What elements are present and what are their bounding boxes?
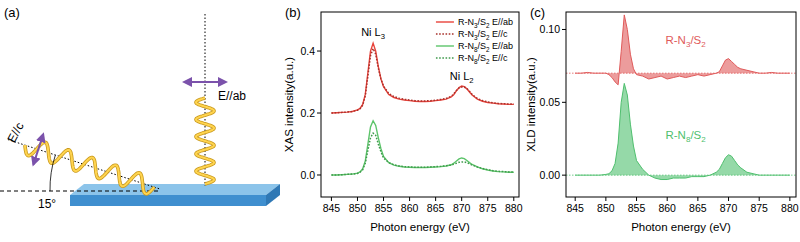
x-tick [461, 197, 462, 201]
diagram: (a) E//c 15° E//ab [0, 5, 280, 211]
substrate-front [70, 195, 266, 206]
y-tick [317, 113, 321, 114]
y-tick [562, 102, 566, 103]
x-tick-label: 855 [628, 202, 646, 214]
y-tick-label: 0.00 [540, 169, 561, 181]
x-tick [697, 197, 698, 201]
beam-ab-outline [196, 98, 214, 184]
y-axis-label: XLD intensity(a.u.) [525, 57, 537, 152]
series-line [575, 15, 790, 85]
x-tick-label: 875 [750, 202, 768, 214]
legend-label: R-N3/S2 E//ab [458, 17, 513, 29]
x-tick-label: 870 [720, 202, 738, 214]
polarization-ab [184, 81, 226, 83]
x-tick-label: 845 [323, 202, 341, 214]
y-tick [317, 174, 321, 175]
x-tick-label: 865 [689, 202, 707, 214]
figure: (a) E//c 15° E//ab 845 850 855 860 865 870 875 880 0… [0, 0, 800, 242]
panel-label: (b) [285, 5, 301, 20]
x-tick-label: 880 [505, 202, 523, 214]
x-tick [667, 197, 668, 201]
y-tick [562, 29, 566, 30]
x-tick [575, 197, 576, 201]
plot-frame [566, 12, 796, 197]
chart: 845 850 855 860 865 870 875 880 0.00 0.05 0.10 Phot… [525, 5, 799, 233]
x-tick [435, 197, 436, 201]
annotation: R-N8/S2 [665, 129, 706, 144]
x-tick-label: 845 [566, 202, 584, 214]
annotation: Ni L3 [361, 26, 385, 41]
x-axis-label: Photon energy (eV) [631, 221, 731, 233]
x-tick [605, 197, 606, 201]
x-tick [383, 197, 384, 201]
y-tick [562, 175, 566, 176]
x-tick-label: 855 [375, 202, 393, 214]
x-tick [789, 197, 790, 201]
y-tick-label: 0.05 [540, 96, 561, 108]
substrate-top [70, 184, 280, 195]
x-tick [331, 197, 332, 201]
angle-arc [50, 155, 55, 191]
polarization-c [33, 134, 43, 164]
legend-swatch [436, 21, 454, 22]
x-tick-label: 875 [479, 202, 497, 214]
panel-label: (a) [4, 5, 20, 20]
area-fill [575, 83, 790, 179]
legend-label: R-N3/S2 E//c [458, 29, 508, 41]
x-tick-label: 860 [658, 202, 676, 214]
y-tick-label: 0.4 [300, 45, 315, 57]
x-tick [487, 197, 488, 201]
beam-c-label: E//c [5, 120, 27, 145]
x-tick [357, 197, 358, 201]
surface-line [0, 191, 160, 192]
plot-frame [321, 12, 519, 197]
y-axis-label: XAS intensity(a.u.) [283, 57, 295, 152]
beam-ab [196, 98, 214, 184]
plot-area [331, 43, 513, 175]
x-tick [513, 197, 514, 201]
legend-swatch [436, 33, 454, 35]
legend-label: R-N8/S2 E//c [458, 53, 508, 65]
annotation: R-N3/S2 [665, 34, 706, 49]
legend-label: R-N8/S2 E//ab [458, 41, 513, 53]
x-tick-label: 870 [453, 202, 471, 214]
x-tick-label: 865 [427, 202, 445, 214]
series-line [331, 133, 513, 175]
y-tick [317, 51, 321, 52]
x-tick-label: 850 [349, 202, 367, 214]
x-tick [759, 197, 760, 201]
series-line [331, 121, 513, 175]
series-line [331, 49, 513, 113]
area-fill [575, 15, 790, 85]
plot-area [566, 15, 796, 180]
y-tick-label: 0.2 [300, 107, 315, 119]
beam-c [25, 142, 154, 194]
legend: R-N3/S2 E//abR-N3/S2 E//cR-N8/S2 E//abR-… [436, 17, 513, 65]
legend-swatch [436, 45, 454, 46]
y-tick-label: 0.0 [300, 169, 315, 181]
y-tick-label: 0.10 [540, 23, 561, 35]
x-axis-label: Photon energy (eV) [370, 221, 470, 233]
x-tick-label: 880 [781, 202, 799, 214]
substrate-side [266, 184, 280, 206]
x-tick-label: 850 [597, 202, 615, 214]
beam-axis-ab [205, 14, 206, 186]
series-line [331, 43, 513, 113]
annotation: Ni L2 [450, 70, 474, 85]
beam-c-outline [25, 142, 154, 194]
legend-swatch [436, 57, 454, 59]
beam-ab-label: E//ab [218, 89, 246, 103]
series-line [575, 83, 790, 179]
x-tick [636, 197, 637, 201]
x-tick [409, 197, 410, 201]
x-tick-label: 860 [401, 202, 419, 214]
x-tick [728, 197, 729, 201]
angle-label: 15° [38, 197, 56, 211]
panel-label: (c) [530, 5, 545, 20]
chart: 845 850 855 860 865 870 875 880 0.0 0.2 0.4 Photon … [283, 5, 523, 233]
